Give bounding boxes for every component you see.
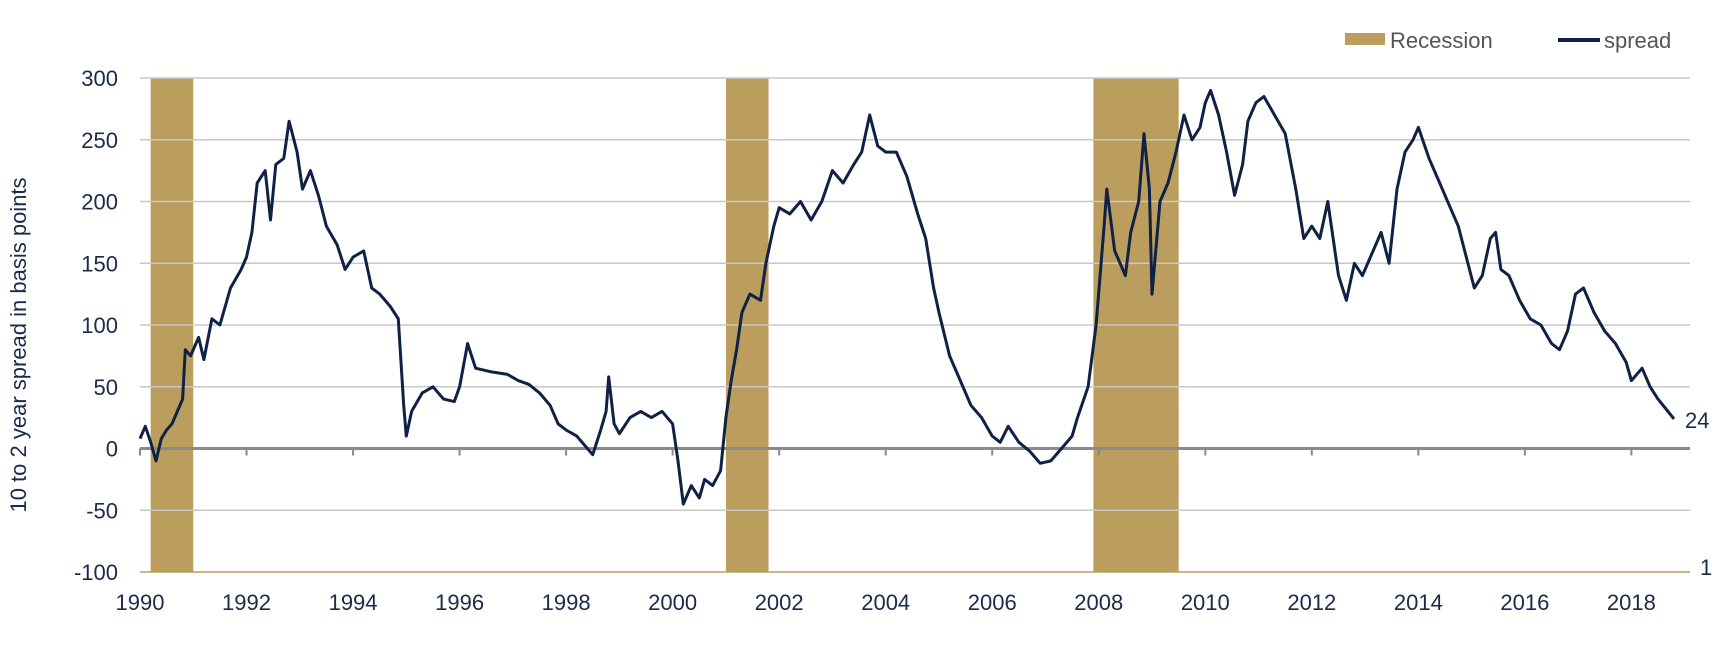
x-tick-label: 2010 [1181,590,1230,615]
x-tick-label: 1992 [222,590,271,615]
y-tick-label: 50 [94,375,118,400]
legend: Recession spread [1345,28,1671,53]
x-tick-label: 2014 [1394,590,1443,615]
x-tick-label: 1990 [116,590,165,615]
y-tick-label: 200 [81,190,118,215]
x-tick-label: 2008 [1074,590,1123,615]
x-tick-label: 1996 [435,590,484,615]
y-axis-ticks: 300 250 200 150 100 50 0 -50 -100 [74,66,118,585]
x-tick-label: 2012 [1287,590,1336,615]
legend-label-spread: spread [1604,28,1671,53]
x-tick-label: 2016 [1500,590,1549,615]
y-tick-label: 0 [106,437,118,462]
x-tick-label: 2018 [1607,590,1656,615]
gridlines [140,77,1690,573]
y-tick-label: 150 [81,251,118,276]
last-value-label: 24 [1685,408,1709,433]
legend-swatch-recession [1345,33,1385,45]
x-tick-label: 2000 [648,590,697,615]
x-tick-label: 1994 [329,590,378,615]
legend-label-recession: Recession [1390,28,1493,53]
x-tick-label: 2004 [861,590,910,615]
y-tick-label: 100 [81,313,118,338]
x-tick-label: 2002 [755,590,804,615]
y-tick-label: 300 [81,66,118,91]
x-tick-label: 1998 [542,590,591,615]
y-tick-label: -50 [86,498,118,523]
y-axis-title: 10 to 2 year spread in basis points [6,177,31,512]
y-tick-label: -100 [74,560,118,585]
y-tick-label: 250 [81,128,118,153]
x-tick-label: 2006 [968,590,1017,615]
spread-line [138,88,1676,506]
x-axis-ticks: 1990 1992 1994 1996 1998 2000 2002 2004 2006 2008… [116,447,1690,615]
secondary-axis-label: 1 [1700,555,1712,580]
